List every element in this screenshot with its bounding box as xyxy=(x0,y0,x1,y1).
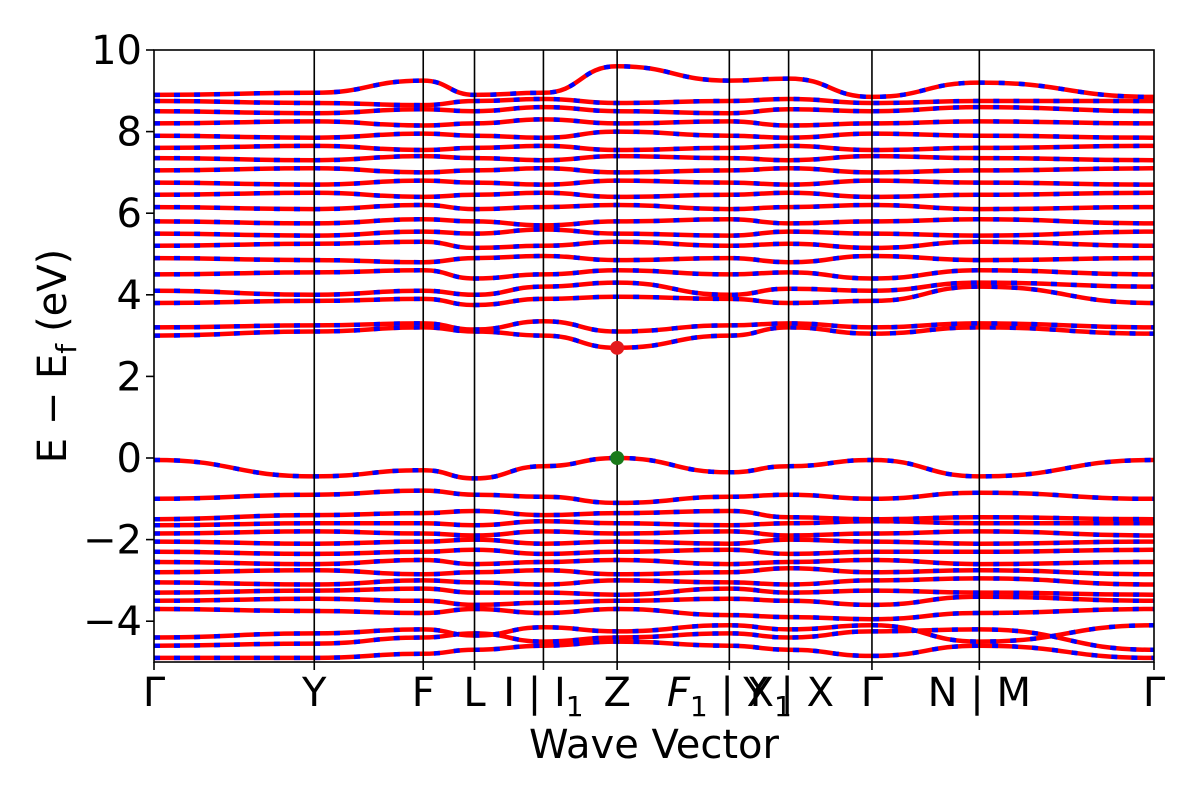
band-line-spin-up xyxy=(154,537,1154,546)
kpoint-label-text: Y | X xyxy=(742,670,834,716)
band-line-spin-up xyxy=(154,623,1154,644)
y-tick-label: −4 xyxy=(83,599,142,645)
y-tick-label: 2 xyxy=(117,354,142,400)
kpoint-label-text: Γ xyxy=(143,670,166,716)
band-line-spin-up xyxy=(154,586,1154,597)
band-line-spin-up xyxy=(154,606,1154,622)
kpoint-label-text: F xyxy=(667,670,691,716)
kpoint-label-suffix: | X xyxy=(708,670,774,716)
band-line-spin-up xyxy=(154,268,1154,281)
kpoint-label: Γ xyxy=(1143,670,1166,716)
band-line-spin-up xyxy=(154,529,1154,538)
band-line-spin-down xyxy=(154,325,1154,351)
band-line-spin-up xyxy=(154,239,1154,251)
kpoint-label-text: Y xyxy=(301,670,327,716)
y-tick-label: −2 xyxy=(83,518,142,564)
kpoint-label: Y xyxy=(301,670,327,716)
band-line-spin-up xyxy=(154,153,1154,163)
band-line-spin-up xyxy=(154,319,1154,334)
kpoint-label-text: F xyxy=(412,670,435,716)
band-line-spin-up xyxy=(154,96,1154,108)
kpoint-label: Γ xyxy=(143,670,166,716)
band-line-spin-up xyxy=(154,202,1154,212)
band-line-spin-up xyxy=(154,594,1154,608)
band-line-spin-up xyxy=(154,227,1154,238)
bands-layer xyxy=(154,64,1154,661)
band-line-spin-up xyxy=(154,518,1154,528)
kpoint-label-subscript: 1 xyxy=(566,690,584,723)
y-tick-label: 10 xyxy=(91,28,142,74)
kpoint-label: I | I1 xyxy=(503,670,583,723)
kpoint-label: F xyxy=(412,670,435,716)
kpoint-label-subscript: 1 xyxy=(774,690,792,723)
band-line-spin-up xyxy=(154,253,1154,265)
band-line-spin-up xyxy=(154,190,1154,200)
y-tick-label: 0 xyxy=(117,436,142,482)
band-line-spin-up xyxy=(154,178,1154,187)
y-axis-label: E − Ef (eV) xyxy=(30,249,83,464)
kpoint-label: Y | X xyxy=(742,670,834,716)
band-line-spin-up xyxy=(154,117,1154,128)
band-line-spin-up xyxy=(154,143,1154,153)
band-line-spin-up xyxy=(154,639,1154,661)
y-axis-label-sub: f xyxy=(50,343,83,354)
y-tick-label: 6 xyxy=(117,191,142,237)
cbm-point xyxy=(610,340,625,355)
band-line-spin-up xyxy=(154,217,1154,228)
kpoint-lines xyxy=(313,50,981,662)
kpoint-label-subscript: 1 xyxy=(690,690,708,723)
kpoint-label-text: Γ xyxy=(861,670,884,716)
band-line-spin-up xyxy=(154,557,1154,567)
vbm-point xyxy=(610,451,625,465)
plot-frame xyxy=(153,49,1155,663)
kpoint-label-text: N | M xyxy=(928,670,1031,716)
kpoint-label: Γ xyxy=(861,670,884,716)
kpoint-label: F1 | X1 xyxy=(667,670,792,723)
kpoint-label-text: Γ xyxy=(1143,670,1166,716)
band-line-spin-down xyxy=(154,508,1154,522)
kpoint-label-text: L xyxy=(463,670,486,716)
band-line-spin-up xyxy=(154,488,1154,506)
band-line-spin-down xyxy=(154,623,1154,644)
band-line-spin-down xyxy=(154,455,1154,481)
kpoint-label: N | M xyxy=(928,670,1031,716)
band-line-spin-up xyxy=(154,627,1154,653)
kpoint-label-text: Z xyxy=(603,670,630,716)
band-line-spin-down xyxy=(154,280,1154,298)
y-axis-label-main: E − E xyxy=(30,354,76,464)
y-axis-label-unit: (eV) xyxy=(30,249,76,332)
band-line-spin-down xyxy=(154,284,1154,308)
band-line-spin-up xyxy=(154,576,1154,587)
x-axis-label: Wave Vector xyxy=(529,722,780,768)
kpoint-label-text: I | I xyxy=(503,670,566,716)
y-tick-label: 4 xyxy=(117,273,142,319)
band-line-spin-up xyxy=(154,104,1154,116)
markers-layer xyxy=(610,340,625,465)
band-line-spin-up xyxy=(154,166,1154,175)
band-line-spin-up xyxy=(154,547,1154,557)
band-line-spin-up xyxy=(154,565,1154,577)
kpoint-label: L xyxy=(463,670,486,716)
band-line-spin-up xyxy=(154,64,1154,100)
y-axis: −4 −2 0 2 4 6 8 10 xyxy=(83,28,154,645)
y-tick-label: 8 xyxy=(117,110,142,156)
band-line-spin-up xyxy=(154,129,1154,140)
kpoint-label: Z xyxy=(603,670,630,716)
